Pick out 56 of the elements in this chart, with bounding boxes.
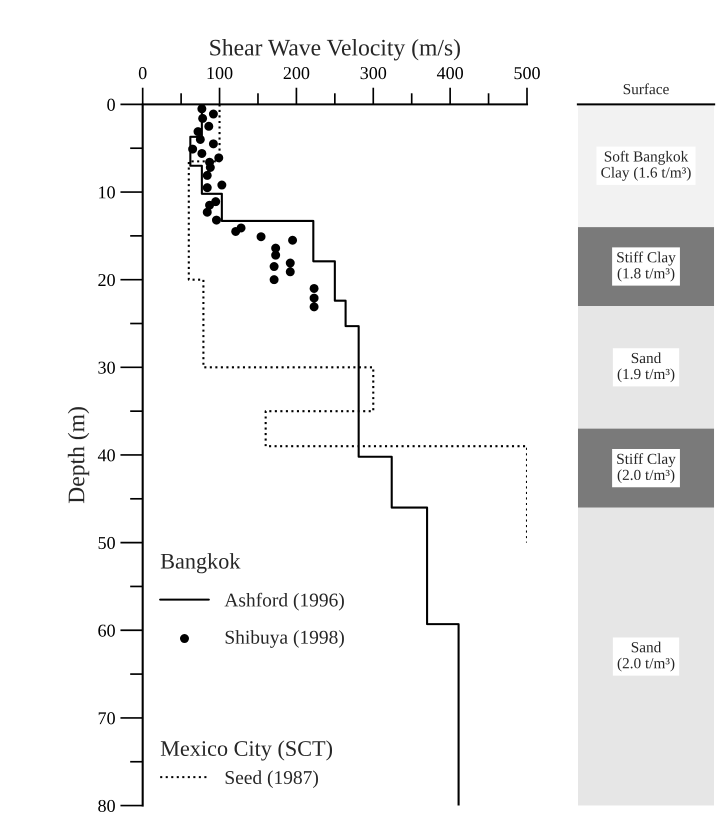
point [197,148,206,158]
annotation: Mexico City (SCT) [160,740,332,761]
series-label: Soft Bangkok Clay (1.6 t/m³) [601,150,691,181]
y-tick-label: 0 [107,98,115,111]
y-tick-label: 40 [98,449,115,462]
y-tick-label: 80 [98,800,115,812]
x-tick-label: 200 [284,67,310,80]
point [286,258,295,268]
y-tick-label: 50 [98,536,115,550]
legend-label: Ashford (1996) [224,592,344,611]
point [205,200,214,210]
series-label: Sand (2.0 t/m³) [618,642,674,672]
y-axis-title: Depth (m) [68,407,90,504]
text: Surface [624,83,669,94]
y-tick-label: 10 [99,186,115,198]
point [202,170,212,180]
point [256,232,266,242]
x-tick-label: 300 [360,67,386,80]
x-axis-title: Shear Wave Velocity (m/s) [210,38,460,60]
point [204,122,214,131]
point [270,262,279,272]
point [197,104,206,114]
y-tick-label: 60 [98,624,115,637]
series-label: Sand (1.9 t/m³) [618,352,674,382]
point [310,284,319,293]
legend-label: Shibuya (1998) [226,630,344,648]
legend-title: Bangkok [160,553,240,574]
bar [578,508,714,806]
series-label: Stiff Clay (2.0 t/m³) [617,453,676,484]
point [202,208,212,217]
legend-label: Seed (1987) [226,770,318,788]
x-tick-label: 500 [514,67,540,80]
point [202,183,212,192]
x-tick-label: 400 [436,67,463,80]
point [198,114,208,123]
point [271,250,280,260]
point [288,236,298,245]
y-tick-label: 20 [98,274,115,286]
point [188,144,198,154]
point [206,163,215,172]
point [310,294,319,303]
point [286,267,295,276]
point [214,153,224,162]
point [208,110,218,119]
point [208,139,218,148]
x-tick-label: 100 [208,67,232,80]
y-tick-label: 30 [98,362,115,374]
y-tick-label: 70 [98,712,115,724]
series-label: Stiff Clay (1.8 t/m³) [617,252,676,282]
point [310,302,319,312]
point [196,134,205,144]
point [212,216,221,225]
point [236,223,246,232]
point [270,275,279,284]
point [217,180,226,190]
x-tick-label: 0 [138,67,147,80]
